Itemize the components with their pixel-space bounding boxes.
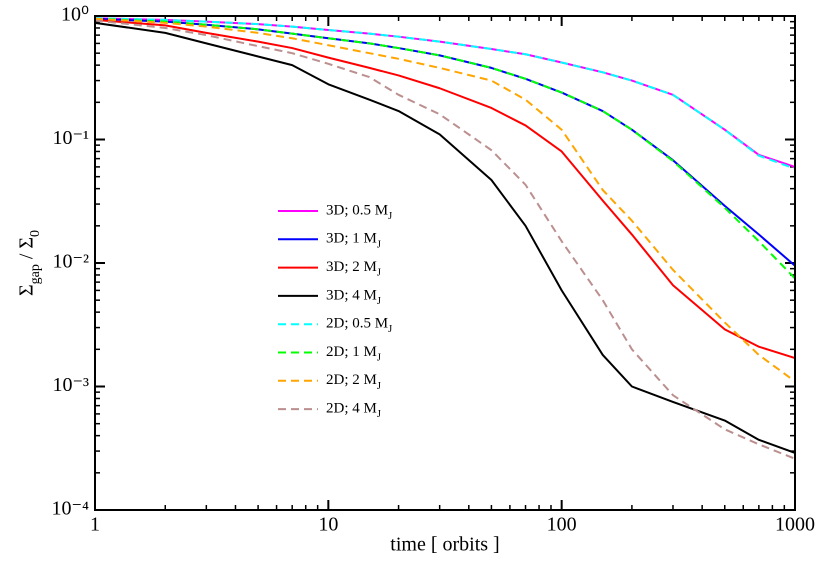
legend-label: 3D; 2 MJ <box>326 259 381 278</box>
legend-label: 3D; 1 MJ <box>326 231 381 250</box>
legend-label: 2D; 0.5 MJ <box>326 316 392 335</box>
y-tick-label: 10⁻⁴ <box>51 498 89 520</box>
data-line <box>94 17 796 280</box>
plot-frame <box>94 15 796 511</box>
y-tick-label: 10⁰ <box>61 4 89 26</box>
x-tick-label: 1000 <box>775 514 815 536</box>
legend-label: 2D; 1 MJ <box>326 344 381 363</box>
data-line <box>94 17 796 170</box>
data-line <box>94 18 796 359</box>
x-tick-label: 1 <box>90 514 100 536</box>
legend-label: 3D; 0.5 MJ <box>326 202 392 221</box>
data-line <box>94 19 796 460</box>
legend-label: 3D; 4 MJ <box>326 287 381 306</box>
legend-label: 2D; 4 MJ <box>326 401 381 420</box>
x-axis-label: time [ orbits ] <box>390 534 499 556</box>
x-tick-label: 100 <box>547 514 577 536</box>
y-tick-label: 10⁻² <box>52 251 89 273</box>
y-axis-label: Σgap / Σ0 <box>16 230 43 296</box>
data-line <box>94 17 796 168</box>
data-line <box>94 21 796 454</box>
y-tick-label: 10⁻³ <box>52 374 89 396</box>
x-tick-label: 10 <box>318 514 338 536</box>
legend-label: 2D; 2 MJ <box>326 372 381 391</box>
data-line <box>94 17 796 383</box>
y-tick-label: 10⁻¹ <box>52 127 89 149</box>
